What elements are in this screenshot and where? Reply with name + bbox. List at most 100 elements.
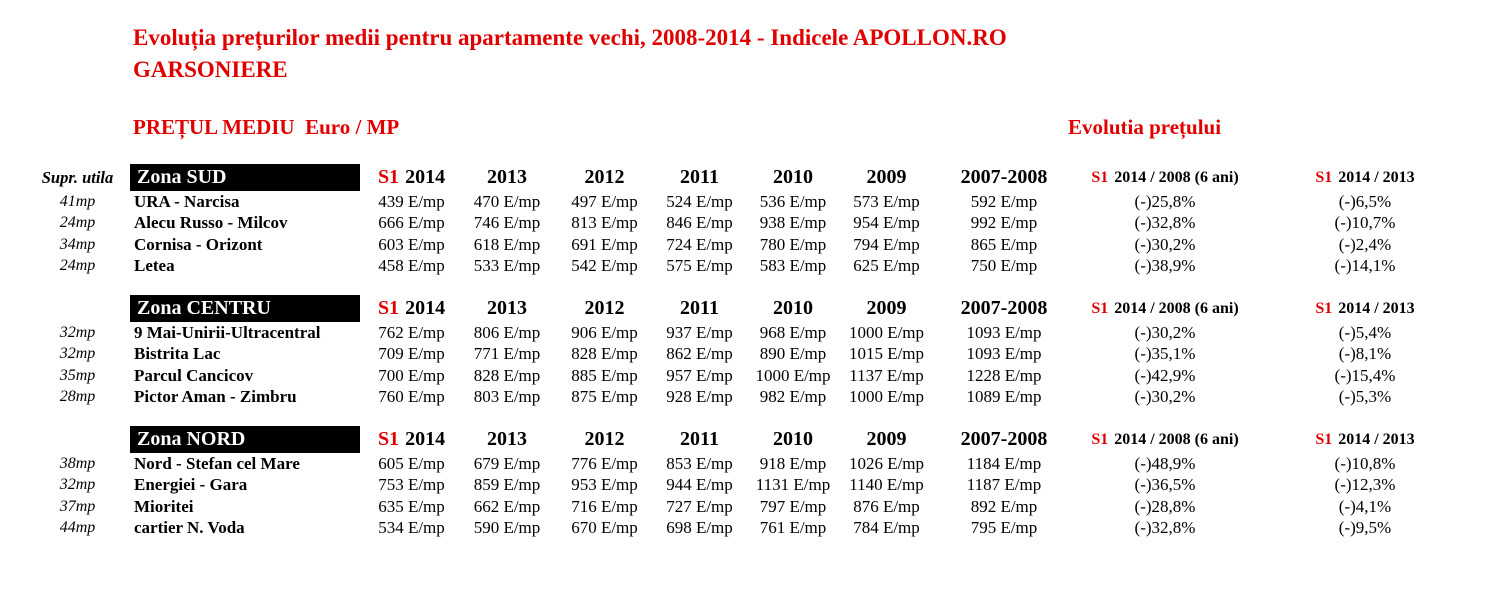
supr-utila-cell: 37mp	[59, 497, 96, 515]
ratio-2013-cell: (-)14,1%	[1334, 256, 1396, 276]
col-header-2010: 2010	[773, 166, 813, 188]
col-header-ratio-6ani: S1 2014 / 2008 (6 ani)	[1091, 299, 1239, 317]
col-header-2011: 2011	[680, 297, 719, 319]
price-cell: 573 E/mp	[853, 191, 920, 211]
price-cell: 797 E/mp	[759, 496, 827, 516]
price-cell: 635 E/mp	[378, 496, 445, 516]
price-cell: 828 E/mp	[571, 344, 638, 364]
s1-label: S1	[1315, 430, 1333, 448]
s1-label: S1	[377, 428, 400, 450]
col-header-2013: 2013	[487, 428, 527, 450]
supr-utila-cell: 38mp	[59, 454, 96, 472]
ratio-6ani-cell: (-)32,8%	[1134, 213, 1196, 233]
location-cell: Bistrita Lac	[134, 344, 221, 364]
ratio-6ani-cell: (-)30,2%	[1134, 322, 1196, 342]
price-cell: 1140 E/mp	[849, 475, 924, 495]
col-header-2012: 2012	[584, 297, 625, 319]
table-row: 32mp Energiei - Gara 753 E/mp 859 E/mp 953 E…	[0, 475, 1500, 497]
ratio-6ani-cell: (-)36,5%	[1134, 475, 1196, 495]
ratio-6ani-cell: (-)32,8%	[1134, 518, 1196, 538]
ratio-6ani-cell: (-)42,9%	[1134, 365, 1196, 385]
table-row: 32mp 9 Mai-Unirii-Ultracentral 762 E/mp 806…	[0, 322, 1500, 344]
price-cell: 1089 E/mp	[966, 387, 1042, 407]
col-header-ratio-6ani: S1 2014 / 2008 (6 ani)	[1091, 168, 1239, 186]
price-cell: 784 E/mp	[853, 518, 920, 538]
price-cell: 583 E/mp	[759, 256, 827, 276]
price-cell: 592 E/mp	[970, 191, 1038, 211]
location-cell: Cornisa - Orizont	[134, 234, 263, 254]
price-cell: 750 E/mp	[970, 256, 1038, 276]
price-cell: 953 E/mp	[571, 475, 638, 495]
col-header-2007-2008: 2007-2008	[960, 297, 1048, 319]
supr-utila-cell: 32mp	[59, 345, 96, 363]
supr-utila-label: Supr. utila	[41, 167, 114, 187]
price-cell: 780 E/mp	[759, 234, 827, 254]
location-cell: URA - Narcisa	[134, 191, 240, 211]
section-zona-centru: Zona CENTRU S1 2014 2013 2012 2011 2010 2…	[0, 295, 1500, 408]
ratio-2013-cell: (-)8,1%	[1338, 344, 1392, 364]
supr-utila-cell: 34mp	[59, 235, 96, 253]
zone-header: Zona SUD	[130, 164, 360, 191]
price-cell: 794 E/mp	[853, 234, 920, 254]
price-cell: 698 E/mp	[666, 518, 733, 538]
price-cell: 605 E/mp	[378, 453, 445, 473]
price-heading: PREȚUL MEDIU Euro / MP	[133, 115, 400, 139]
document-title: Evoluția prețurilor medii pentru apartam…	[133, 22, 1313, 86]
col-header-ratio-6ani: S1 2014 / 2008 (6 ani)	[1091, 430, 1239, 448]
price-cell: 691 E/mp	[571, 234, 638, 254]
price-cell: 470 E/mp	[473, 191, 541, 211]
ratio-6ani-cell: (-)35,1%	[1134, 344, 1196, 364]
supr-utila-cell: 32mp	[59, 323, 96, 341]
col-header-2013: 2013	[487, 297, 527, 319]
price-cell: 662 E/mp	[473, 496, 541, 516]
price-cell: 846 E/mp	[666, 213, 733, 233]
ratio-2013-cell: (-)2,4%	[1338, 234, 1392, 254]
price-cell: 618 E/mp	[473, 234, 541, 254]
table-row: 28mp Pictor Aman - Zimbru 760 E/mp 803 E/mp…	[0, 387, 1500, 409]
table-row: 32mp Bistrita Lac 709 E/mp 771 E/mp 828 E/mp…	[0, 344, 1500, 366]
col-header-ratio-2013: S1 2014 / 2013	[1315, 299, 1415, 317]
location-cell: Letea	[134, 256, 175, 276]
price-cell: 716 E/mp	[571, 496, 638, 516]
col-header-2011: 2011	[680, 166, 719, 188]
price-cell: 760 E/mp	[378, 387, 445, 407]
ratio-6ani-cell: (-)38,9%	[1134, 256, 1196, 276]
price-cell: 1187 E/mp	[966, 475, 1042, 495]
ratio-2013-cell: (-)9,5%	[1338, 518, 1392, 538]
ratio-6ani-cell: (-)25,8%	[1134, 191, 1196, 211]
supr-utila-cell: 32mp	[59, 476, 96, 494]
ratio-2013-cell: (-)6,5%	[1338, 191, 1392, 211]
price-cell: 876 E/mp	[853, 496, 920, 516]
price-cell: 992 E/mp	[970, 213, 1038, 233]
price-cell: 762 E/mp	[378, 322, 445, 342]
s1-label: S1	[1315, 168, 1333, 186]
col-header-s1-2014: S1 2014	[377, 428, 446, 450]
s1-label: S1	[1091, 430, 1109, 448]
location-cell: Parcul Cancicov	[134, 365, 254, 385]
price-cell: 865 E/mp	[970, 234, 1038, 254]
ratio-2013-cell: (-)10,7%	[1334, 213, 1396, 233]
s1-label: S1	[377, 297, 400, 319]
s1-label: S1	[1091, 299, 1109, 317]
price-cell: 679 E/mp	[473, 453, 541, 473]
ratio-2013-cell: (-)4,1%	[1338, 496, 1392, 516]
price-cell: 439 E/mp	[378, 191, 445, 211]
zone-header: Zona CENTRU	[130, 295, 360, 322]
table-row: 24mp Alecu Russo - Milcov 666 E/mp 746 E/mp…	[0, 213, 1500, 235]
price-cell: 1093 E/mp	[966, 344, 1042, 364]
price-cell: 700 E/mp	[378, 365, 445, 385]
price-cell: 885 E/mp	[571, 365, 638, 385]
price-cell: 806 E/mp	[473, 322, 541, 342]
location-cell: Alecu Russo - Milcov	[134, 213, 288, 233]
section-header-row: Zona NORD S1 2014 2013 2012 2011 2010 200…	[0, 426, 1500, 453]
table-row: 44mp cartier N. Voda 534 E/mp 590 E/mp 670 E…	[0, 518, 1500, 540]
price-cell: 918 E/mp	[759, 453, 827, 473]
price-cell: 982 E/mp	[759, 387, 827, 407]
col-header-2009: 2009	[866, 166, 907, 188]
supr-utila-cell: 24mp	[59, 214, 96, 232]
price-cell: 892 E/mp	[970, 496, 1038, 516]
price-table: Supr. utila Zona SUD S1 2014 2013 2012 20…	[0, 164, 1500, 557]
price-cell: 1015 E/mp	[848, 344, 925, 364]
supr-utila-cell: 44mp	[59, 519, 96, 537]
price-cell: 575 E/mp	[666, 256, 733, 276]
